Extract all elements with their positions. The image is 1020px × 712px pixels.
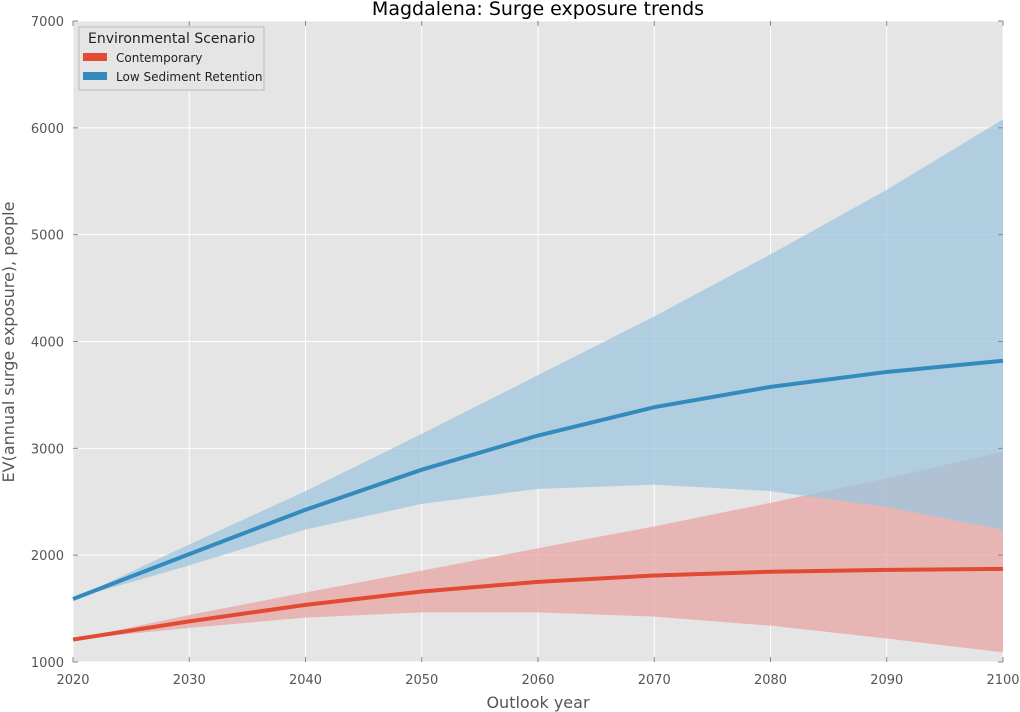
axis-ticks (72, 20, 1004, 663)
tick-labels: 2020 2030 2040 2050 2060 2070 2080 2090 2100 1000… (31, 15, 1020, 688)
x-tick-label: 2020 (56, 673, 89, 688)
y-tick-label: 3000 (31, 442, 64, 457)
y-tick-label: 1000 (31, 656, 64, 671)
line-contemporary (72, 566, 1004, 642)
y-tick-label: 7000 (31, 15, 64, 30)
y-tick-label: 5000 (31, 229, 64, 244)
x-axis-title: Outlook year (486, 693, 590, 712)
legend-label-low-sediment-retention: Low Sediment Retention (116, 70, 262, 84)
confidence-bands (73, 119, 1003, 653)
legend-label-contemporary: Contemporary (116, 51, 202, 65)
band-low-sediment-retention (73, 119, 1003, 599)
legend-title: Environmental Scenario (88, 31, 255, 47)
y-tick-label: 2000 (31, 549, 64, 564)
x-tick-label: 2030 (173, 673, 206, 688)
x-tick-label: 2060 (521, 673, 554, 688)
x-tick-label: 2090 (870, 673, 903, 688)
series-lines (72, 358, 1004, 642)
legend-box (78, 26, 265, 91)
x-tick-label: 2050 (405, 673, 438, 688)
legend-swatch-low-sediment-retention (83, 72, 107, 80)
chart-title: Magdalena: Surge exposure trends (372, 0, 704, 20)
x-tick-label: 2100 (986, 673, 1019, 688)
legend: Environmental Scenario Contemporary Low … (78, 26, 265, 91)
line-low-sediment-retention (72, 358, 1004, 601)
band-contemporary (73, 451, 1003, 653)
legend-swatch-contemporary (83, 53, 107, 61)
x-tick-label: 2080 (754, 673, 787, 688)
y-tick-label: 6000 (31, 122, 64, 137)
x-tick-label: 2040 (289, 673, 322, 688)
x-tick-label: 2070 (638, 673, 671, 688)
y-axis-title: EV(annual surge exposure), people (0, 202, 18, 483)
y-tick-label: 4000 (31, 336, 64, 351)
